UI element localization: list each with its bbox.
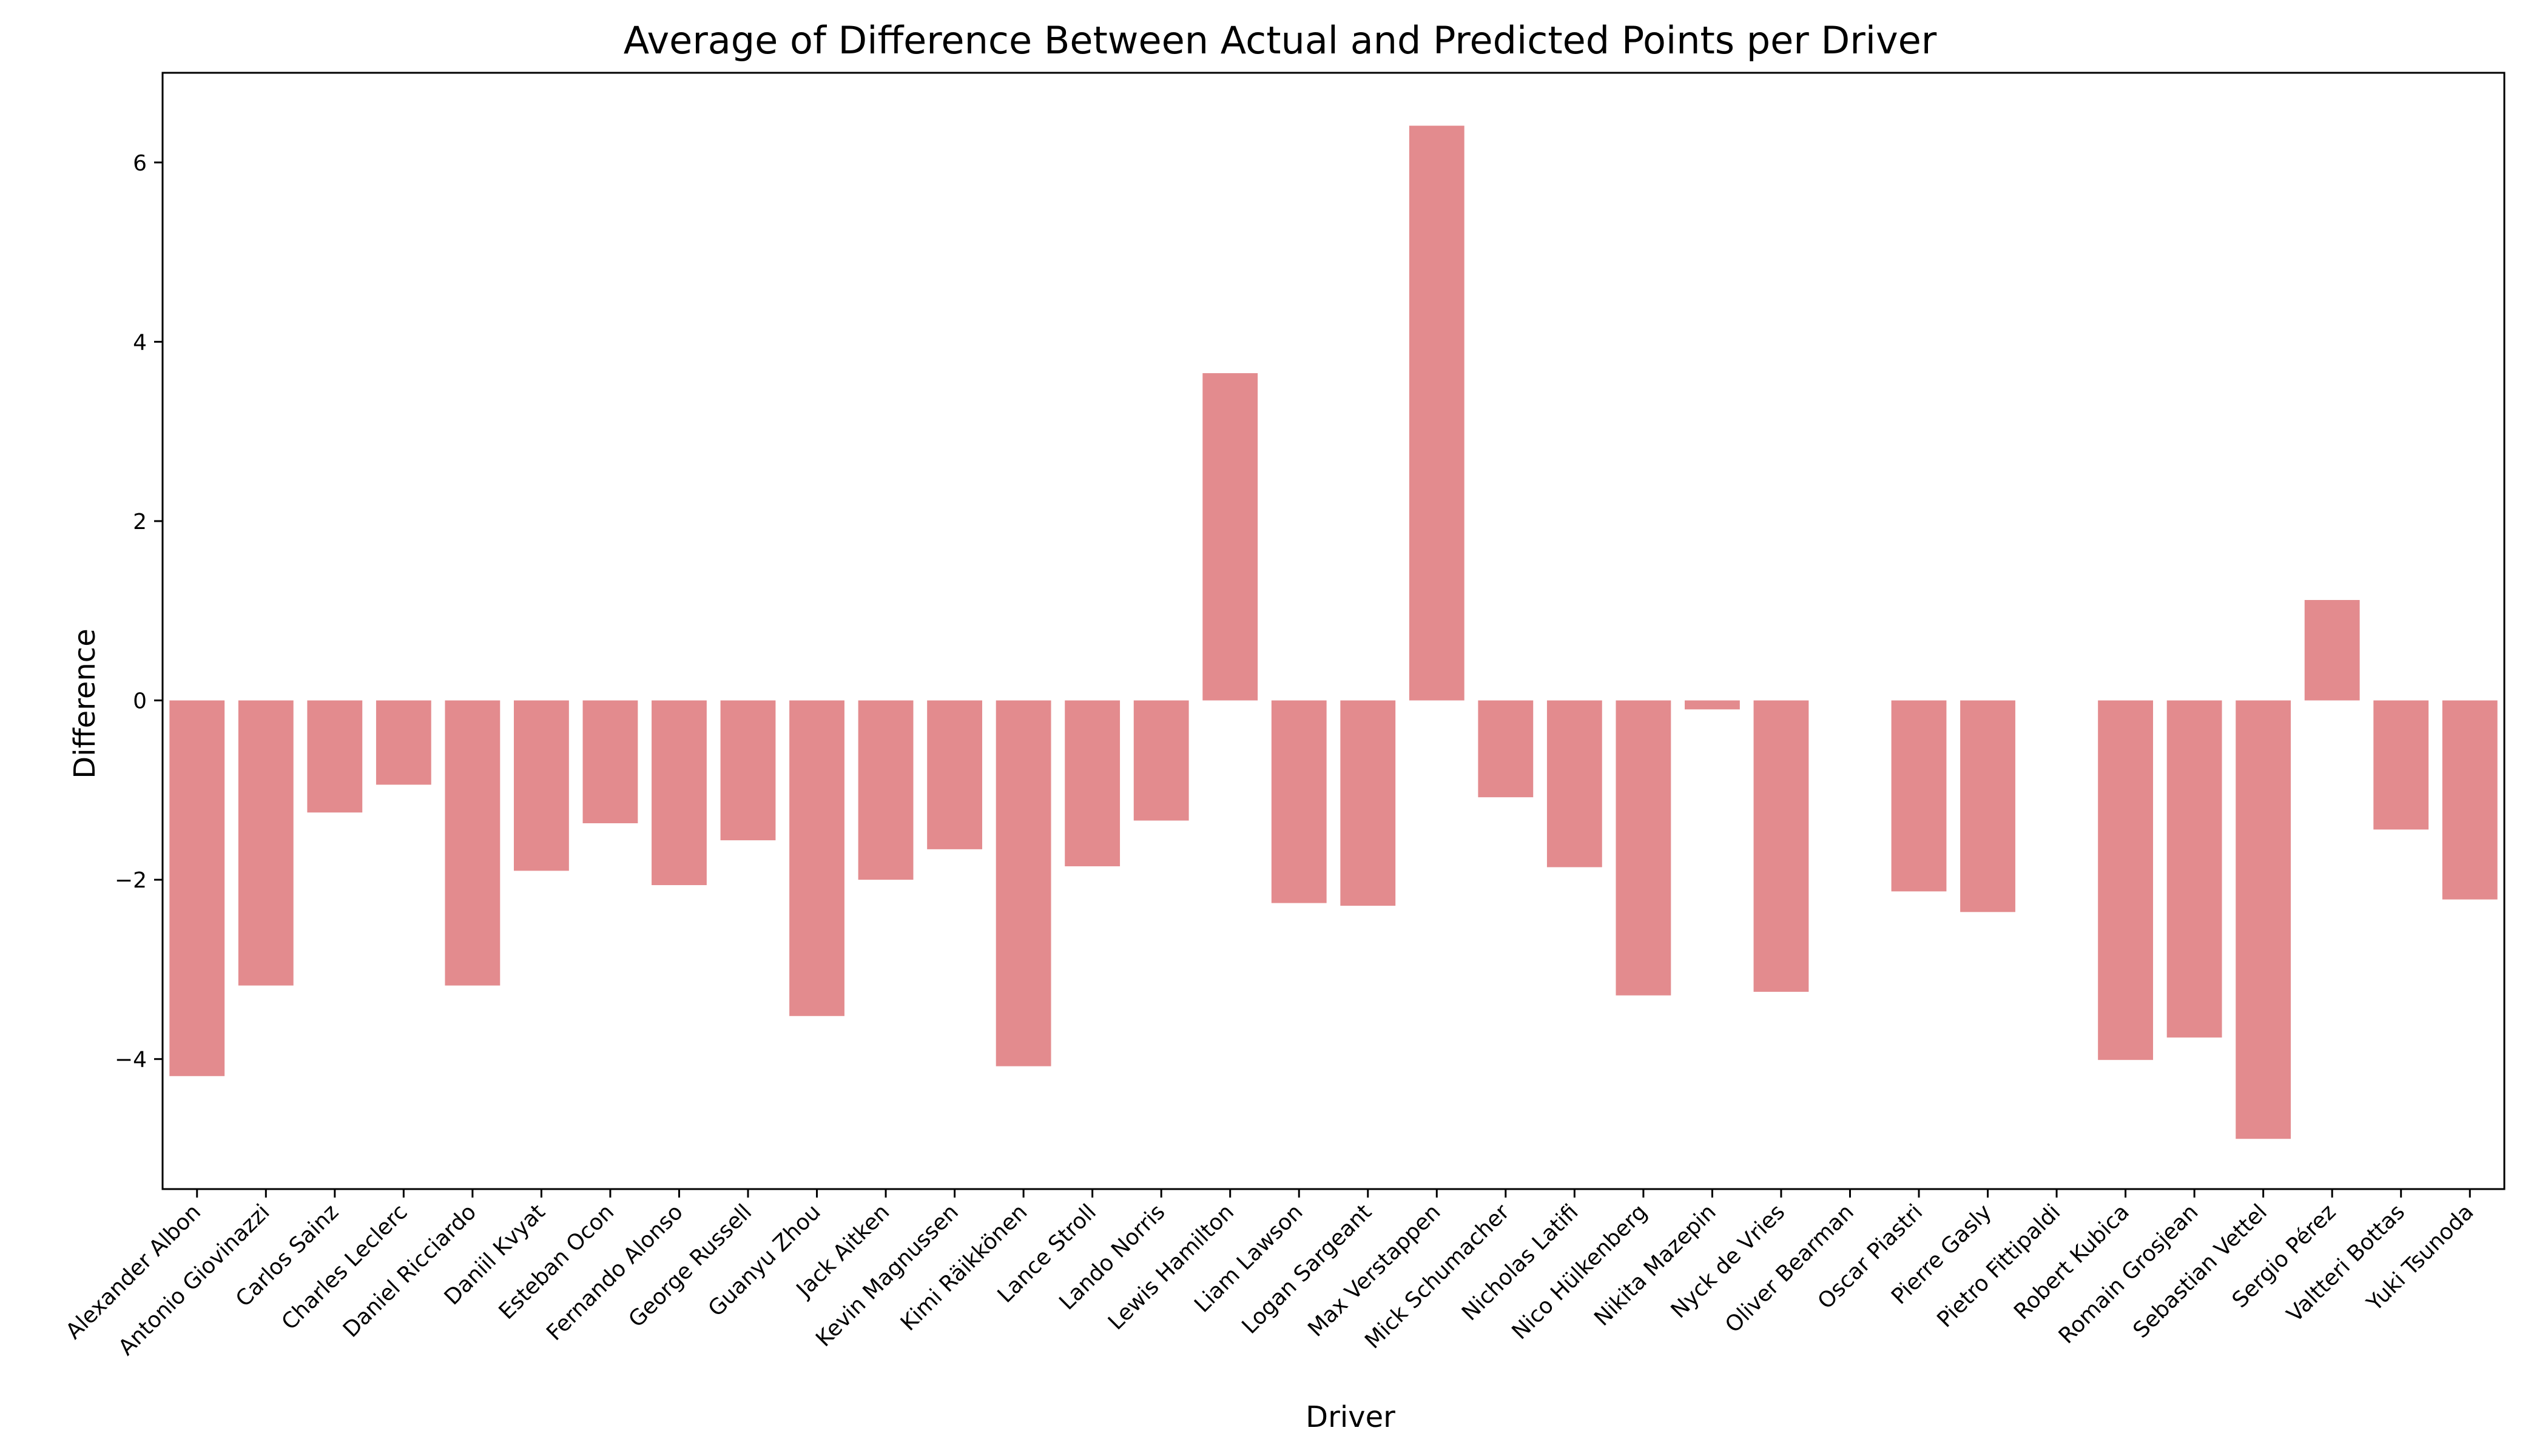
x-tick-label: Lewis Hamilton xyxy=(1104,1199,1239,1335)
bar xyxy=(445,700,500,986)
y-tick-label: −4 xyxy=(115,1048,147,1073)
bar xyxy=(2236,700,2291,1139)
x-tick-label: Pietro Fittipaldi xyxy=(1932,1199,2065,1332)
x-tick-label: Nicholas Latifi xyxy=(1457,1199,1583,1326)
x-tick-label: George Russell xyxy=(624,1199,757,1332)
bar xyxy=(514,700,569,871)
bar xyxy=(858,700,914,880)
bar xyxy=(1202,373,1258,701)
bar xyxy=(169,700,225,1076)
x-axis-label: Driver xyxy=(1306,1400,1395,1434)
bar xyxy=(1891,700,1947,892)
bar xyxy=(307,700,363,813)
bar xyxy=(1065,700,1121,866)
x-tick-label: Charles Leclerc xyxy=(277,1199,413,1335)
x-tick-label: Daniel Ricciardo xyxy=(339,1199,481,1342)
bar xyxy=(2166,700,2222,1038)
bar xyxy=(1271,700,1327,903)
bar xyxy=(2304,600,2360,701)
bar xyxy=(652,700,707,885)
x-tick-label: Sebastian Vettel xyxy=(2129,1199,2273,1343)
x-tick-label: Esteban Ocon xyxy=(494,1199,619,1324)
y-tick-label: 4 xyxy=(133,330,147,355)
bar xyxy=(1753,700,1809,992)
x-tick-label: Nikita Mazepin xyxy=(1589,1199,1721,1331)
bar xyxy=(1133,700,1189,821)
bar xyxy=(1340,700,1396,906)
bar xyxy=(1478,700,1534,798)
bar xyxy=(927,700,982,849)
x-tick-label: Robert Kubica xyxy=(2009,1199,2134,1324)
bar xyxy=(1960,700,2015,912)
bar xyxy=(582,700,638,824)
bar xyxy=(2098,700,2153,1060)
y-axis-label: Difference xyxy=(68,629,102,778)
x-tick-label: Logan Sargeant xyxy=(1238,1199,1377,1339)
bar xyxy=(789,700,844,1016)
y-tick-label: −2 xyxy=(115,868,147,893)
x-tick-label: Valtteri Bottas xyxy=(2282,1199,2410,1327)
bar xyxy=(2442,700,2498,900)
bar xyxy=(1685,700,1740,710)
y-axis: −4 −2 0 2 4 6 xyxy=(115,151,163,1073)
bar xyxy=(238,700,294,986)
bar xyxy=(1409,126,1464,701)
bar xyxy=(1546,700,1602,868)
bars-group xyxy=(169,126,2498,1139)
plot-frame xyxy=(161,72,2506,1190)
bar xyxy=(720,700,776,841)
y-tick-label: 2 xyxy=(133,510,147,534)
x-tick-label: Kimi Räikkönen xyxy=(896,1199,1033,1336)
y-tick-label: 6 xyxy=(133,151,147,176)
y-tick-label: 0 xyxy=(133,689,147,714)
bar xyxy=(376,700,431,785)
x-tick-label: Max Verstappen xyxy=(1303,1199,1445,1341)
chart-title: Average of Difference Between Actual and… xyxy=(624,18,1937,62)
bar xyxy=(1616,700,1671,996)
x-tick-label: Oliver Bearman xyxy=(1721,1199,1859,1338)
bar xyxy=(996,700,1051,1067)
bar xyxy=(2373,700,2429,830)
